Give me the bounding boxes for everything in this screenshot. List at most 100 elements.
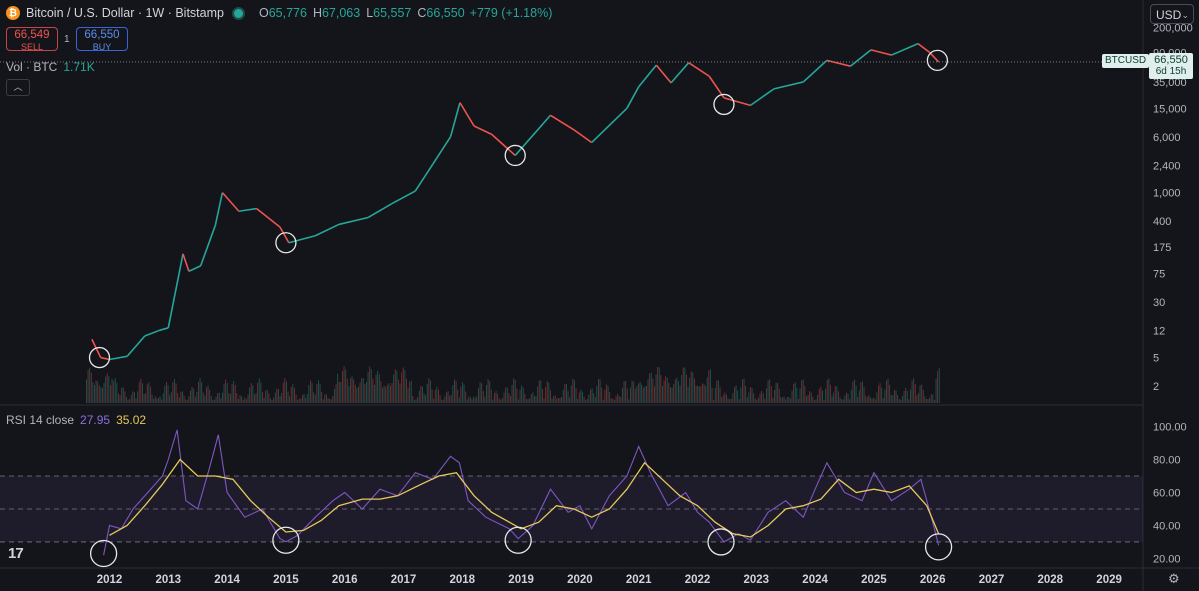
price-segment (917, 42, 931, 54)
rsi-tick-label: 80.00 (1153, 455, 1181, 467)
cycle-low-marker (926, 49, 949, 72)
bar-countdown: 6d 15h (1155, 66, 1187, 77)
rsi-low-marker (504, 526, 532, 554)
price-segment (449, 102, 461, 138)
time-tick-label: 2021 (626, 574, 652, 586)
price-tick-label: 30 (1153, 297, 1165, 309)
time-axis[interactable]: 2012 2013 2014 2015 2016 2017 2018 2019 2020 2021… (97, 574, 1122, 586)
price-segment (638, 64, 657, 88)
close-value: 66,550 (426, 6, 465, 20)
rsi-tick-label: 100.00 (1153, 422, 1187, 434)
time-tick-label: 2013 (156, 574, 182, 586)
price-segment (573, 129, 593, 144)
price-segment (929, 51, 940, 63)
rsi-pane (0, 429, 1143, 556)
cycle-low-marker (504, 144, 526, 167)
price-segment (367, 203, 393, 219)
price-tick-label: 2,400 (1153, 160, 1181, 172)
price-segment (849, 49, 872, 67)
price-tick-label: 175 (1153, 242, 1171, 254)
buy-button[interactable]: 66,550 BUY (76, 27, 128, 52)
price-segment (591, 107, 628, 144)
price-segment (238, 207, 257, 213)
price-tick-label: 75 (1153, 268, 1165, 280)
rsi-tick-label: 20.00 (1153, 553, 1181, 565)
price-segment (414, 163, 434, 192)
price-tick-label: 2 (1153, 381, 1159, 393)
price-segment (199, 225, 217, 267)
time-tick-label: 2028 (1038, 574, 1064, 586)
price-segment (109, 355, 128, 361)
rsi-tick-label: 60.00 (1153, 488, 1181, 500)
time-tick-label: 2016 (332, 574, 358, 586)
price-segment (670, 62, 690, 84)
price-axis[interactable]: 200,00090,00035,00015,0006,0002,4001,000… (1153, 23, 1193, 393)
price-segment (891, 42, 919, 56)
time-tick-label: 2014 (214, 574, 240, 586)
collapse-legend-button[interactable]: ︿ (6, 79, 30, 96)
price-tick-label: 12 (1153, 325, 1165, 337)
buy-price: 66,550 (84, 29, 120, 41)
rsi-tick-label: 40.00 (1153, 520, 1181, 532)
open-value: 65,776 (268, 6, 307, 20)
spread-value: 1 (64, 34, 70, 45)
price-tick-label: 35,000 (1153, 77, 1187, 89)
price-tick-label: 15,000 (1153, 103, 1187, 115)
sell-label: SELL (20, 42, 44, 52)
price-segment (514, 114, 552, 156)
price-segment (826, 59, 851, 67)
rsi-value: 27.95 (80, 413, 111, 427)
price-segment (391, 190, 416, 205)
price-segment (459, 102, 475, 127)
time-tick-label: 2018 (450, 574, 476, 586)
rsi-low-marker (924, 533, 953, 561)
price-segment (126, 335, 146, 357)
price-segment (144, 329, 160, 337)
price-segment (688, 61, 710, 77)
price-segment (432, 136, 452, 165)
price-segment (749, 88, 775, 107)
price-segment (723, 97, 751, 107)
symbol-header: ₿ Bitcoin / U.S. Dollar · 1W · Bitstamp … (6, 6, 552, 20)
cycle-low-marker (275, 232, 297, 254)
price-segment (491, 133, 516, 157)
sell-price: 66,549 (14, 29, 50, 41)
time-tick-label: 2019 (508, 574, 534, 586)
rsi-legend[interactable]: RSI 14 close 27.95 35.02 (6, 413, 147, 427)
rsi-ma-value: 35.02 (116, 413, 147, 427)
chevron-up-icon: ︿ (13, 82, 23, 92)
rsi-ma-line (109, 458, 940, 538)
volume-legend[interactable]: Vol · BTC 1.71K (6, 60, 95, 74)
volume-value: 1.71K (63, 60, 95, 74)
rsi-low-marker (707, 528, 735, 556)
symbol-title[interactable]: Bitcoin / U.S. Dollar · 1W · Bitstamp (26, 6, 224, 20)
cycle-low-marker (88, 346, 111, 369)
gear-icon[interactable]: ⚙ (1168, 571, 1180, 586)
price-segment (188, 265, 201, 272)
price-segment (100, 356, 110, 361)
cycle-low-marker (713, 93, 735, 116)
currency-select[interactable]: USD ⌄ (1150, 4, 1194, 24)
time-tick-label: 2020 (567, 574, 593, 586)
time-tick-label: 2015 (273, 574, 299, 586)
price-tick-label: 200,000 (1153, 23, 1193, 35)
price-segment (870, 49, 892, 56)
price-tick-label: 5 (1153, 353, 1159, 365)
price-segment (167, 253, 184, 328)
price-segment (214, 192, 224, 226)
sell-button[interactable]: 66,549 SELL (6, 27, 58, 52)
tradingview-logo-icon[interactable]: 17 (8, 545, 24, 562)
volume-bars (86, 366, 940, 403)
change-value: +779 (+1.18%) (469, 6, 553, 20)
price-tick-label: 1,000 (1153, 188, 1181, 200)
chevron-down-icon: ⌄ (1181, 10, 1189, 20)
rsi-axis[interactable]: 100.00 80.00 60.00 40.00 20.00 (1153, 422, 1187, 566)
price-segment (182, 253, 190, 272)
price-segment (626, 86, 640, 109)
high-value: 67,063 (321, 6, 361, 20)
last-price-label: 66,550 6d 15h (1149, 53, 1193, 79)
price-segment (221, 192, 240, 212)
time-tick-label: 2025 (861, 574, 887, 586)
price-segment (655, 64, 672, 84)
